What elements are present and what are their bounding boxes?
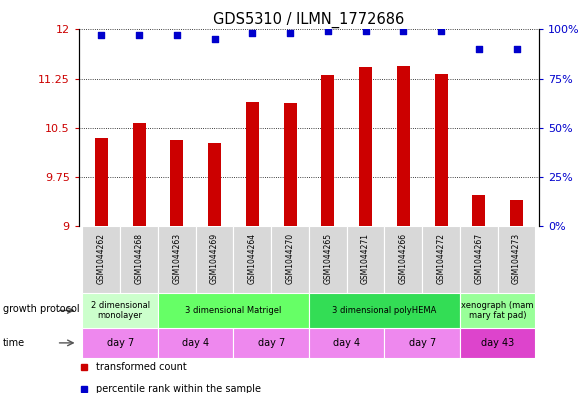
Text: day 7: day 7 xyxy=(409,338,436,348)
Bar xyxy=(82,328,158,358)
Bar xyxy=(359,67,372,226)
Bar xyxy=(422,226,460,293)
Text: transformed count: transformed count xyxy=(96,362,187,373)
Text: GSM1044271: GSM1044271 xyxy=(361,233,370,283)
Text: GSM1044265: GSM1044265 xyxy=(324,233,332,284)
Bar xyxy=(271,226,309,293)
Text: day 7: day 7 xyxy=(107,338,134,348)
Text: time: time xyxy=(3,338,25,348)
Bar xyxy=(498,226,536,293)
Bar xyxy=(321,75,335,226)
Point xyxy=(210,36,219,42)
Bar xyxy=(233,328,309,358)
Text: day 43: day 43 xyxy=(481,338,514,348)
Point xyxy=(437,28,446,35)
Text: percentile rank within the sample: percentile rank within the sample xyxy=(96,384,261,393)
Text: GSM1044262: GSM1044262 xyxy=(97,233,106,283)
Bar xyxy=(196,226,233,293)
Bar xyxy=(309,293,460,328)
Point xyxy=(135,32,144,39)
Text: 2 dimensional
monolayer: 2 dimensional monolayer xyxy=(91,301,150,320)
Bar xyxy=(460,293,536,328)
Text: GSM1044267: GSM1044267 xyxy=(475,233,483,284)
Bar xyxy=(385,328,460,358)
Point xyxy=(399,28,408,35)
Bar xyxy=(460,328,536,358)
Bar xyxy=(120,226,158,293)
Point xyxy=(512,46,521,52)
Bar xyxy=(158,293,309,328)
Text: day 7: day 7 xyxy=(258,338,285,348)
Text: GSM1044269: GSM1044269 xyxy=(210,233,219,284)
Text: GSM1044270: GSM1044270 xyxy=(286,233,294,284)
Point xyxy=(361,28,370,35)
Text: 3 dimensional Matrigel: 3 dimensional Matrigel xyxy=(185,306,282,315)
Text: GSM1044273: GSM1044273 xyxy=(512,233,521,284)
Text: day 4: day 4 xyxy=(182,338,209,348)
Bar xyxy=(347,226,385,293)
Point xyxy=(323,28,332,35)
Text: GSM1044266: GSM1044266 xyxy=(399,233,408,284)
Bar xyxy=(246,101,259,226)
Text: 3 dimensional polyHEMA: 3 dimensional polyHEMA xyxy=(332,306,437,315)
Bar xyxy=(208,143,221,226)
Bar xyxy=(472,195,486,226)
Point xyxy=(172,32,181,39)
Text: GSM1044268: GSM1044268 xyxy=(135,233,143,283)
Bar xyxy=(132,123,146,226)
Bar xyxy=(510,200,523,226)
Bar xyxy=(283,103,297,226)
Bar xyxy=(95,138,108,226)
Bar xyxy=(434,74,448,226)
Bar xyxy=(82,293,158,328)
Bar xyxy=(82,226,120,293)
Text: growth protocol: growth protocol xyxy=(3,303,79,314)
Text: GSM1044272: GSM1044272 xyxy=(437,233,445,283)
Bar xyxy=(233,226,271,293)
Text: day 4: day 4 xyxy=(333,338,360,348)
Bar xyxy=(309,328,385,358)
Title: GDS5310 / ILMN_1772686: GDS5310 / ILMN_1772686 xyxy=(213,12,405,28)
Bar xyxy=(170,140,184,226)
Point xyxy=(248,30,257,37)
Text: xenograph (mam
mary fat pad): xenograph (mam mary fat pad) xyxy=(462,301,534,320)
Text: GSM1044264: GSM1044264 xyxy=(248,233,257,284)
Bar xyxy=(397,66,410,226)
Bar xyxy=(309,226,347,293)
Bar xyxy=(385,226,422,293)
Point xyxy=(474,46,483,52)
Point xyxy=(286,30,295,37)
Text: GSM1044263: GSM1044263 xyxy=(173,233,181,284)
Bar xyxy=(460,226,498,293)
Bar xyxy=(158,226,196,293)
Point xyxy=(97,32,106,39)
Bar xyxy=(158,328,233,358)
